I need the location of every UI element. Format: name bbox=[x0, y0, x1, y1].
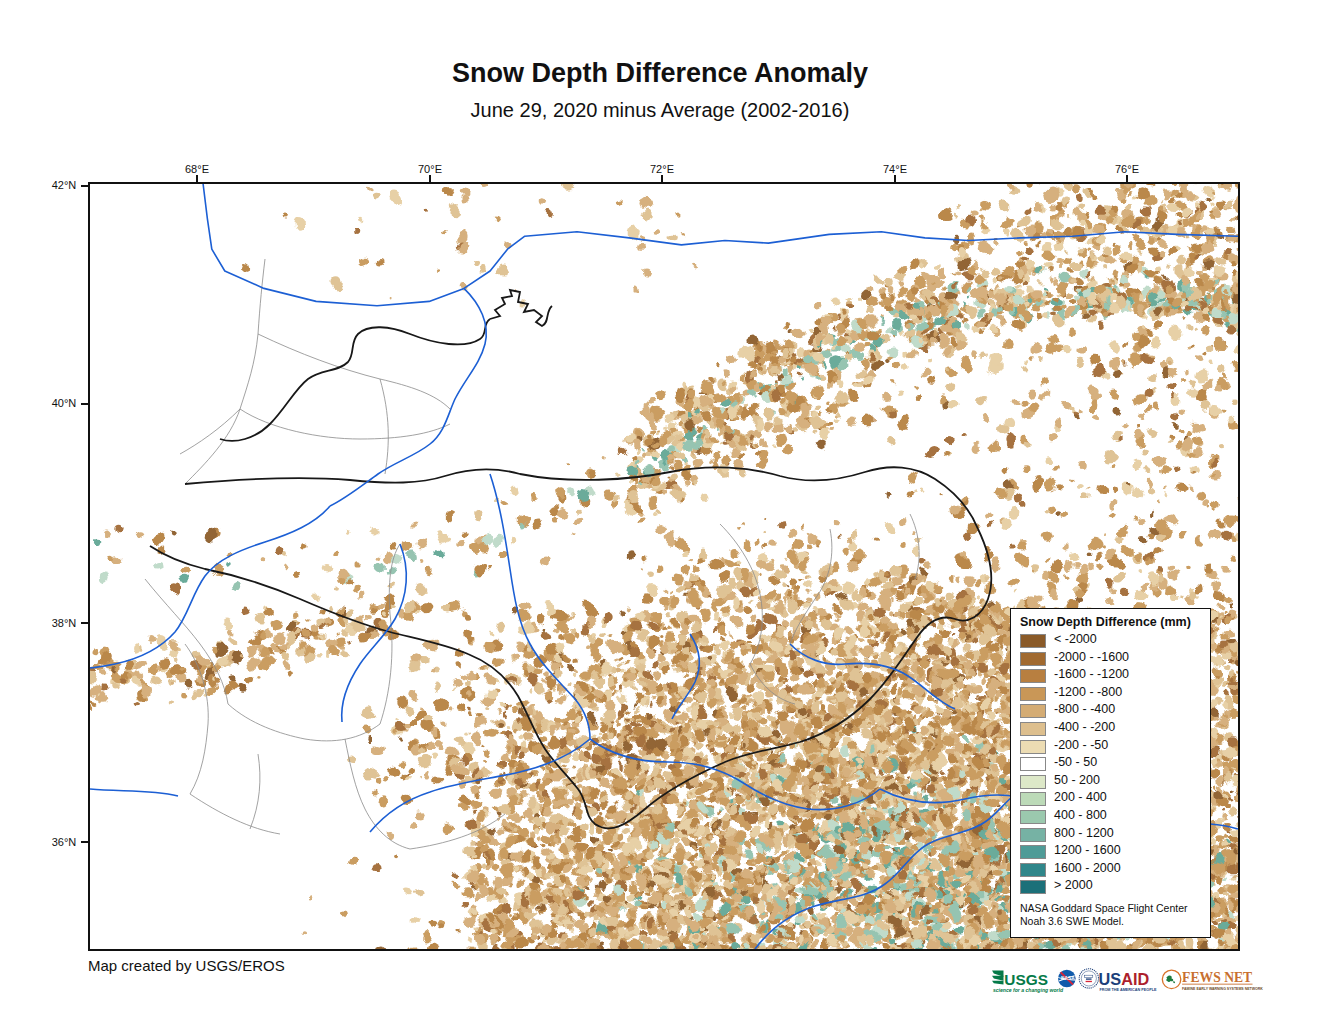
svg-text:USGS: USGS bbox=[1004, 971, 1048, 988]
svg-text:NASA: NASA bbox=[1061, 976, 1075, 981]
svg-text:FEWS NET: FEWS NET bbox=[1182, 970, 1252, 985]
svg-text:USAID: USAID bbox=[1099, 970, 1150, 988]
svg-text:FAMINE EARLY WARNING SYSTEMS N: FAMINE EARLY WARNING SYSTEMS NETWORK bbox=[1182, 987, 1263, 991]
svg-text:science for a changing world: science for a changing world bbox=[993, 987, 1064, 993]
svg-text:FROM THE AMERICAN PEOPLE: FROM THE AMERICAN PEOPLE bbox=[1099, 988, 1157, 992]
